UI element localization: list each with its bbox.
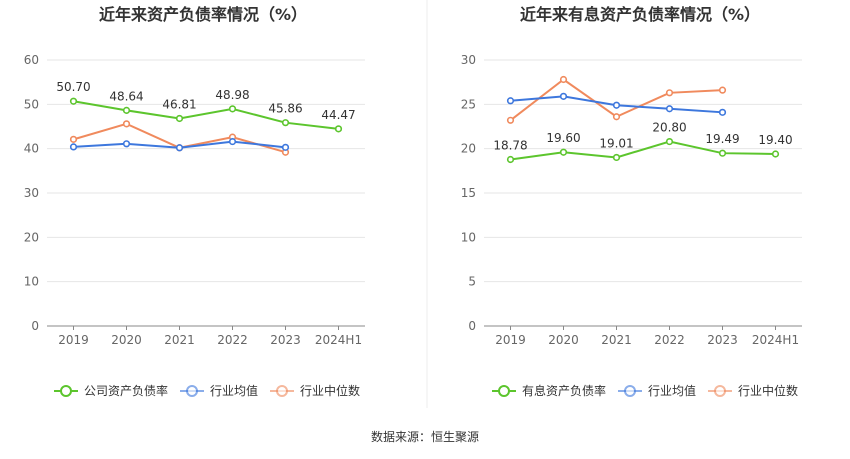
series-line-1: [73, 100, 339, 130]
data-label: 48.98: [215, 88, 249, 102]
y-tick-label: 5: [468, 275, 476, 289]
data-point: [506, 155, 515, 164]
data-point: [559, 92, 568, 100]
legend-marker: [60, 385, 72, 397]
y-tick-label: 30: [461, 53, 476, 67]
legend-marker: [276, 385, 288, 397]
data-point: [175, 114, 184, 123]
data-point: [771, 150, 780, 158]
data-point: [281, 119, 290, 127]
data-label: 19.01: [599, 136, 633, 150]
legend-marker: [186, 385, 198, 397]
series-line-1: [510, 140, 776, 161]
x-tick-label: 2020: [111, 333, 142, 347]
data-point: [122, 120, 131, 128]
y-tick-label: 25: [461, 97, 476, 111]
data-point: [228, 105, 237, 113]
y-tick-label: 60: [24, 53, 39, 67]
x-tick-label: 2024H1: [315, 333, 362, 347]
legend-label: 行业中位数: [738, 383, 798, 398]
data-point: [665, 105, 674, 113]
x-tick-label: 2019: [495, 333, 526, 347]
x-tick-label: 2023: [270, 333, 301, 347]
y-tick-label: 20: [461, 142, 476, 156]
chart-title: 近年来资产负债率情况（%）: [99, 5, 307, 24]
data-label: 18.78: [493, 138, 527, 152]
x-tick-label: 2024H1: [752, 333, 799, 347]
data-point: [506, 116, 515, 124]
data-point: [718, 108, 727, 116]
x-tick-label: 2019: [58, 333, 89, 347]
y-tick-label: 0: [31, 319, 39, 333]
data-point: [69, 143, 78, 151]
data-point: [718, 149, 727, 157]
y-tick-label: 50: [24, 97, 39, 111]
y-tick-label: 0: [468, 319, 476, 333]
data-point: [612, 113, 621, 121]
x-tick-label: 2020: [548, 333, 579, 347]
data-label: 19.60: [546, 131, 580, 145]
data-point: [122, 140, 131, 148]
data-point: [334, 125, 343, 133]
data-label: 50.70: [56, 80, 90, 94]
y-tick-label: 30: [24, 186, 39, 200]
data-label: 19.40: [758, 133, 792, 147]
y-tick-label: 10: [461, 230, 476, 244]
data-point: [122, 106, 131, 114]
legend-label: 公司资产负债率: [84, 383, 168, 398]
y-tick-label: 10: [24, 275, 39, 289]
x-tick-label: 2021: [601, 333, 632, 347]
legend-label: 行业均值: [210, 383, 258, 398]
x-tick-label: 2022: [217, 333, 248, 347]
data-point: [718, 86, 727, 94]
y-tick-label: 15: [461, 186, 476, 200]
data-point: [559, 75, 568, 84]
y-tick-label: 40: [24, 142, 39, 156]
x-tick-label: 2023: [707, 333, 738, 347]
legend-label: 行业中位数: [300, 383, 360, 398]
data-point: [665, 89, 674, 97]
x-tick-label: 2021: [164, 333, 195, 347]
x-tick-label: 2022: [654, 333, 685, 347]
legend-label: 有息资产负债率: [522, 383, 606, 398]
legend-label: 行业均值: [648, 383, 696, 398]
legend-marker: [498, 385, 510, 397]
data-point: [69, 135, 78, 143]
data-point: [175, 144, 184, 152]
legend-marker: [714, 385, 726, 397]
legend-marker: [624, 385, 636, 397]
chart-1: 近年来资产负债率情况（%） 0 10 20 30 40 50 60 2019 2020 2021 20…: [24, 5, 365, 398]
data-point: [506, 97, 515, 105]
data-source-footer: 数据来源：恒生聚源: [370, 430, 479, 444]
data-point: [69, 97, 78, 105]
data-point: [665, 137, 674, 146]
data-label: 45.86: [268, 102, 302, 116]
data-label: 20.80: [652, 121, 686, 135]
data-point: [612, 153, 621, 162]
y-tick-label: 20: [24, 230, 39, 244]
data-point: [612, 101, 621, 109]
data-label: 46.81: [162, 97, 196, 111]
data-label: 44.47: [321, 108, 355, 122]
data-point: [559, 148, 568, 156]
chart-2: 近年来有息资产负债率情况（%） 0 5 10 15 20 25 30 2019 2020 2021 2…: [461, 5, 802, 398]
data-point: [281, 143, 290, 151]
data-label: 19.49: [705, 132, 739, 146]
data-label: 48.64: [109, 89, 143, 103]
data-point: [228, 137, 237, 146]
chart-title: 近年来有息资产负债率情况（%）: [520, 5, 760, 24]
